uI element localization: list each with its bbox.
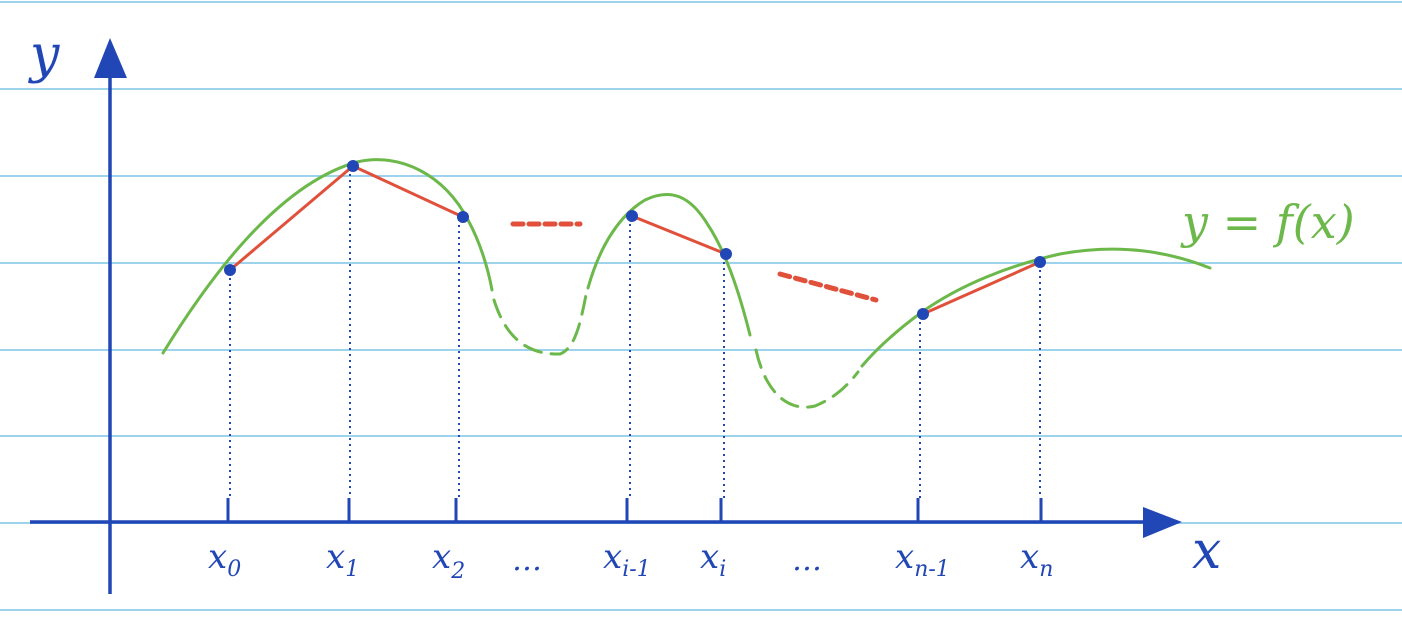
sample-point (457, 211, 469, 223)
function-curve (161, 158, 1212, 409)
curve-segment (586, 192, 752, 337)
curve-dashed-segment (754, 348, 860, 409)
x-tick-labels: x0 x1 x2 … xi-1 xi … xn-1 xn (208, 537, 1053, 584)
sample-point (1034, 256, 1046, 268)
x-tick-label: x1 (326, 537, 359, 582)
x-tick-label: … (792, 543, 822, 578)
x-axis-label: x (1192, 521, 1221, 581)
curve-segment (860, 247, 1212, 368)
x-tick-label: xn (1020, 537, 1053, 582)
dotted-verticals (229, 168, 1041, 498)
sample-point (224, 264, 236, 276)
x-tick-label: xi-1 (603, 537, 651, 582)
x-tick-label: … (512, 543, 542, 578)
sample-point (626, 210, 638, 222)
sample-point (347, 160, 359, 172)
x-tick-label: xn-1 (895, 537, 950, 582)
y-axis-label: y (28, 25, 60, 85)
chord-line (921, 260, 1042, 316)
chord-ellipsis (777, 271, 879, 303)
x-tick-label: x2 (432, 537, 465, 584)
curve-label: y = f(x) (1180, 195, 1355, 249)
x-axis-arrowhead (1143, 507, 1182, 538)
sample-points (224, 160, 1046, 320)
axes (30, 38, 1182, 594)
x-tick-label: x0 (208, 537, 241, 582)
sample-point (720, 248, 732, 260)
curve-dashed-segment (492, 293, 588, 356)
x-tick-label: xi (700, 537, 726, 582)
tick-marks (226, 498, 1043, 522)
chord-line (630, 214, 728, 256)
curve-segment (161, 158, 494, 355)
chord-lines (228, 164, 1042, 316)
y-axis-arrowhead (94, 38, 127, 78)
sample-point (917, 308, 929, 320)
